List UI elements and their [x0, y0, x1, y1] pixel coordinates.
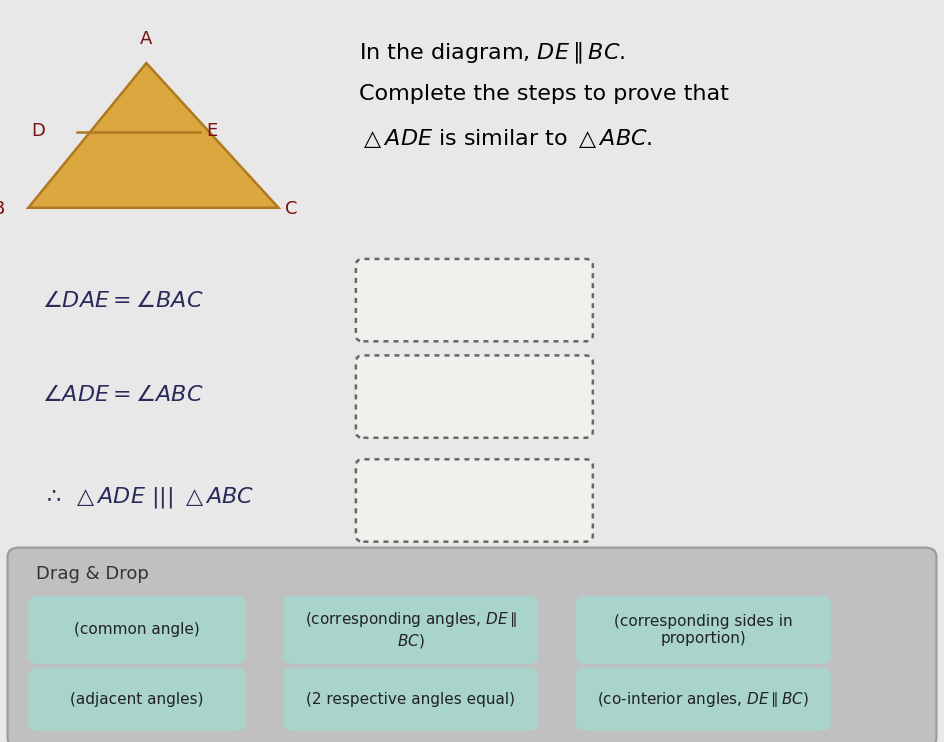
FancyBboxPatch shape	[283, 668, 538, 731]
Text: (2 respective angles equal): (2 respective angles equal)	[306, 692, 515, 707]
Text: Complete the steps to prove that: Complete the steps to prove that	[359, 84, 729, 104]
Text: A: A	[140, 30, 153, 48]
Text: E: E	[206, 122, 217, 140]
Text: D: D	[31, 122, 45, 140]
Text: B: B	[0, 200, 5, 218]
Text: (corresponding sides in
proportion): (corresponding sides in proportion)	[614, 614, 793, 646]
FancyBboxPatch shape	[28, 596, 245, 664]
FancyBboxPatch shape	[8, 548, 936, 742]
Text: (common angle): (common angle)	[74, 623, 200, 637]
FancyBboxPatch shape	[576, 668, 831, 731]
Text: (corresponding angles, $DE \parallel$
$BC$): (corresponding angles, $DE \parallel$ $B…	[305, 610, 516, 650]
FancyBboxPatch shape	[28, 668, 245, 731]
Text: $\triangle ADE$ is similar to $\triangle ABC$.: $\triangle ADE$ is similar to $\triangle…	[359, 127, 652, 150]
FancyBboxPatch shape	[283, 596, 538, 664]
FancyBboxPatch shape	[356, 259, 593, 341]
Text: Drag & Drop: Drag & Drop	[36, 565, 149, 583]
Text: $\therefore$ $\triangle ADE$ $|||$ $\triangle ABC$: $\therefore$ $\triangle ADE$ $|||$ $\tri…	[42, 485, 255, 510]
Text: $\angle ADE = \angle ABC$: $\angle ADE = \angle ABC$	[42, 384, 204, 405]
Text: $\angle DAE = \angle BAC$: $\angle DAE = \angle BAC$	[42, 290, 204, 311]
Text: C: C	[285, 200, 297, 218]
Polygon shape	[28, 63, 278, 208]
Text: In the diagram, $DE \parallel BC$.: In the diagram, $DE \parallel BC$.	[359, 41, 625, 66]
Text: (adjacent angles): (adjacent angles)	[70, 692, 204, 707]
Text: (co-interior angles, $DE \parallel BC$): (co-interior angles, $DE \parallel BC$)	[598, 690, 809, 709]
FancyBboxPatch shape	[576, 596, 831, 664]
FancyBboxPatch shape	[356, 459, 593, 542]
FancyBboxPatch shape	[356, 355, 593, 438]
